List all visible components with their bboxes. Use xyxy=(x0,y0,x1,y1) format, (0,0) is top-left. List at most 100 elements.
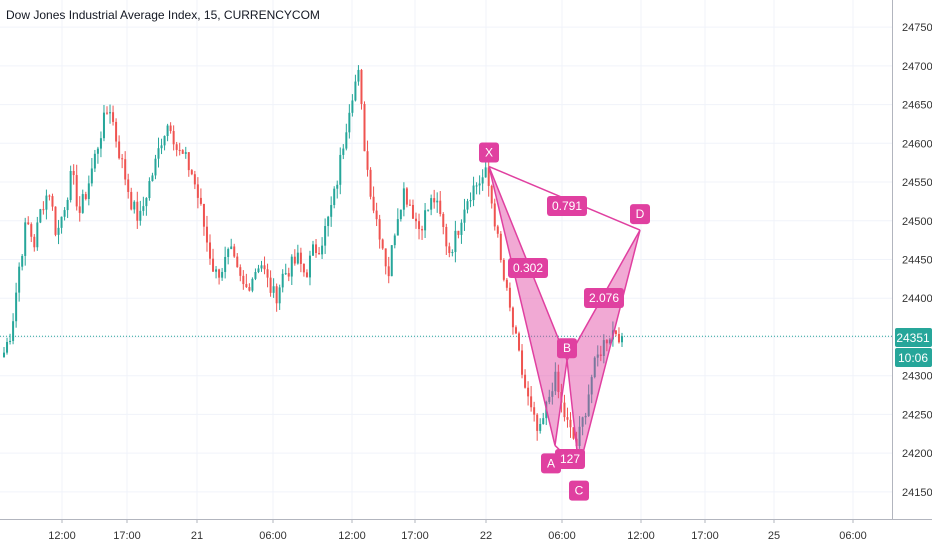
candle xyxy=(524,369,527,389)
candle xyxy=(42,201,45,215)
ratio-bd-label-box xyxy=(584,288,624,308)
candle-body xyxy=(60,216,63,228)
candle xyxy=(430,194,433,216)
candle xyxy=(418,213,421,240)
candle xyxy=(12,313,15,345)
point-b-label-text: B xyxy=(563,341,571,355)
candle xyxy=(499,231,502,263)
candle xyxy=(330,196,333,227)
candle xyxy=(402,182,405,217)
x-tick-label: 17:00 xyxy=(401,530,429,542)
candle xyxy=(281,269,284,293)
candle-body xyxy=(478,183,481,186)
x-tick-label: 12:00 xyxy=(338,530,366,542)
candle-body xyxy=(457,230,460,235)
candle xyxy=(302,263,305,277)
candle xyxy=(584,412,587,425)
candle-body xyxy=(369,169,372,197)
candle xyxy=(469,192,472,208)
candle-body xyxy=(436,200,439,203)
candle-body xyxy=(445,226,448,247)
candle xyxy=(248,283,251,292)
candle-body xyxy=(205,226,208,243)
candle-body xyxy=(233,246,236,257)
candle-body xyxy=(148,181,151,199)
candle xyxy=(87,175,90,206)
candle xyxy=(342,144,345,160)
point-x-label-text: X xyxy=(485,146,493,160)
time-axis: 12:00 17:00 21 06:00 12:00 17:00 22 06:00 12:00 1… xyxy=(48,519,867,542)
candle xyxy=(24,217,27,266)
ratio-ac-label: 127 xyxy=(555,449,585,469)
candle xyxy=(227,247,230,265)
candle-body xyxy=(521,350,524,375)
candle-body xyxy=(281,273,284,288)
point-d-label: D xyxy=(630,204,650,225)
candle xyxy=(360,68,363,110)
ratio-xd-label-text: 0.791 xyxy=(552,199,582,213)
candle-body xyxy=(254,272,257,279)
ratio-xb-label-box xyxy=(508,258,548,278)
candle-body xyxy=(90,168,93,184)
candle-body xyxy=(36,222,39,248)
candle-body xyxy=(84,194,87,199)
candle xyxy=(99,131,102,158)
candle xyxy=(405,187,408,208)
ratio-xd-label-box xyxy=(547,196,587,216)
candle-body xyxy=(617,334,620,343)
candle-body xyxy=(533,407,536,415)
candle-body xyxy=(342,148,345,155)
candle-body xyxy=(212,258,215,272)
candle-body xyxy=(584,415,587,418)
candle-body xyxy=(430,198,433,210)
candle xyxy=(9,333,12,345)
candle xyxy=(599,345,602,362)
candle xyxy=(287,267,290,282)
candle xyxy=(18,262,21,302)
candle-body xyxy=(566,417,569,420)
x-tick-label: 06:00 xyxy=(548,530,576,542)
candle-body xyxy=(221,271,224,278)
candle-series xyxy=(3,65,623,457)
candle xyxy=(421,225,424,240)
candle-body xyxy=(405,188,408,205)
candle-body xyxy=(39,209,42,223)
price-axis-border xyxy=(892,0,893,519)
candle-body xyxy=(493,203,496,227)
candle-body xyxy=(54,206,57,235)
candle xyxy=(242,270,245,290)
candle xyxy=(593,356,596,379)
candle xyxy=(454,220,457,263)
y-tick-label: 24250 xyxy=(902,409,932,421)
candle-body xyxy=(78,206,81,213)
candle xyxy=(496,224,499,238)
candle-body xyxy=(424,210,427,231)
candle-body xyxy=(124,159,127,180)
candle-body xyxy=(354,81,357,101)
candle xyxy=(266,263,269,288)
candle-body xyxy=(218,269,221,278)
candle-body xyxy=(184,152,187,154)
candle-body xyxy=(599,354,602,356)
candle xyxy=(251,277,254,293)
ratio-xb-label: 0.302 xyxy=(508,258,548,278)
candle xyxy=(572,427,575,440)
candle-body xyxy=(275,286,278,304)
candle xyxy=(190,169,193,176)
candle-body xyxy=(302,263,305,273)
candle xyxy=(617,327,620,344)
candle-body xyxy=(460,222,463,235)
candle xyxy=(202,203,205,236)
candle xyxy=(369,167,372,200)
y-tick-label: 24500 xyxy=(902,216,932,228)
candle-body xyxy=(439,200,442,215)
candle-body xyxy=(593,357,596,378)
candle-body xyxy=(133,201,136,210)
candle-body xyxy=(363,103,366,152)
candle-body xyxy=(209,242,211,259)
candle xyxy=(439,191,442,217)
candle-body xyxy=(345,132,348,149)
candle-body xyxy=(596,354,599,358)
candle-body xyxy=(527,387,530,397)
